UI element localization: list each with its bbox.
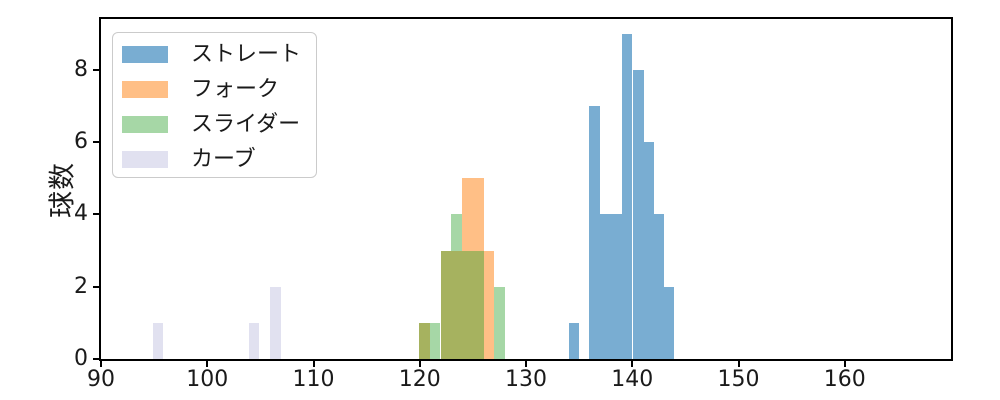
bar-curve (152, 322, 164, 359)
legend-swatch-straight (122, 46, 168, 63)
y-tick-label: 2 (74, 273, 88, 299)
x-tick-mark (843, 361, 846, 367)
bar-curve (270, 286, 282, 359)
bar-straight (568, 322, 579, 359)
bar-curve (248, 322, 260, 359)
legend-item-slider: スライダー (113, 107, 316, 142)
bar-straight (599, 214, 611, 359)
y-tick-label: 8 (74, 56, 88, 82)
bar-slider (462, 250, 485, 359)
x-tick-label: 90 (87, 367, 115, 392)
bar-fork (418, 322, 430, 359)
bar-fork (440, 250, 463, 359)
x-tick-label: 160 (823, 367, 866, 392)
bar-slider (418, 322, 430, 359)
x-tick-mark (631, 361, 634, 367)
bar-straight (663, 286, 674, 359)
bar-slider (429, 322, 441, 359)
legend-item-fork: フォーク (113, 72, 316, 107)
bar-straight (589, 105, 600, 359)
bar-fork (462, 178, 485, 359)
legend-swatch-slider (122, 116, 168, 133)
bar-straight (632, 69, 644, 359)
x-tick-mark (100, 361, 102, 367)
x-tick-mark (525, 361, 527, 367)
bar-straight (653, 214, 664, 359)
x-tick-label: 150 (717, 367, 760, 392)
x-axis: 90 100 110 120 130 140 150 160 (87, 361, 951, 399)
legend-label-fork: フォーク (191, 76, 280, 102)
legend-label-curve: カーブ (191, 146, 256, 172)
x-tick-label: 140 (611, 367, 654, 392)
y-tick-mark (93, 358, 99, 360)
x-tick-label: 110 (292, 367, 335, 392)
legend-label-straight: ストレート (191, 41, 302, 67)
bar-slider (493, 286, 505, 359)
bar-straight (643, 142, 654, 359)
legend-label-slider: スライダー (191, 111, 301, 137)
y-tick-label: 0 (74, 346, 88, 371)
legend-swatch-fork (122, 81, 168, 98)
y-axis: 0 2 4 6 8 (0, 19, 99, 371)
x-tick-mark (418, 361, 421, 367)
y-tick-label: 6 (74, 129, 88, 154)
x-tick-label: 120 (398, 367, 441, 392)
y-tick-label: 4 (74, 201, 88, 227)
legend-item-straight: ストレート (113, 37, 316, 72)
y-tick-mark (93, 141, 99, 143)
plot-bars (101, 19, 951, 359)
y-tick-mark (93, 68, 99, 71)
x-tick-label: 130 (505, 367, 547, 392)
bar-straight (622, 33, 633, 359)
x-tick-mark (312, 361, 315, 367)
legend: ストレートフォークスライダーカーブ (112, 32, 317, 178)
bar-fork (484, 250, 494, 359)
plot-frame (99, 17, 953, 361)
x-tick-label: 100 (186, 367, 229, 392)
y-tick-mark (93, 213, 99, 216)
y-tick-mark (93, 285, 99, 288)
legend-item-curve: カーブ (113, 142, 316, 177)
bar-slider (451, 214, 463, 359)
x-tick-mark (206, 361, 209, 367)
bar-straight (610, 214, 623, 359)
x-tick-mark (737, 361, 740, 367)
bar-slider (440, 250, 452, 359)
legend-swatch-curve (122, 151, 168, 168)
